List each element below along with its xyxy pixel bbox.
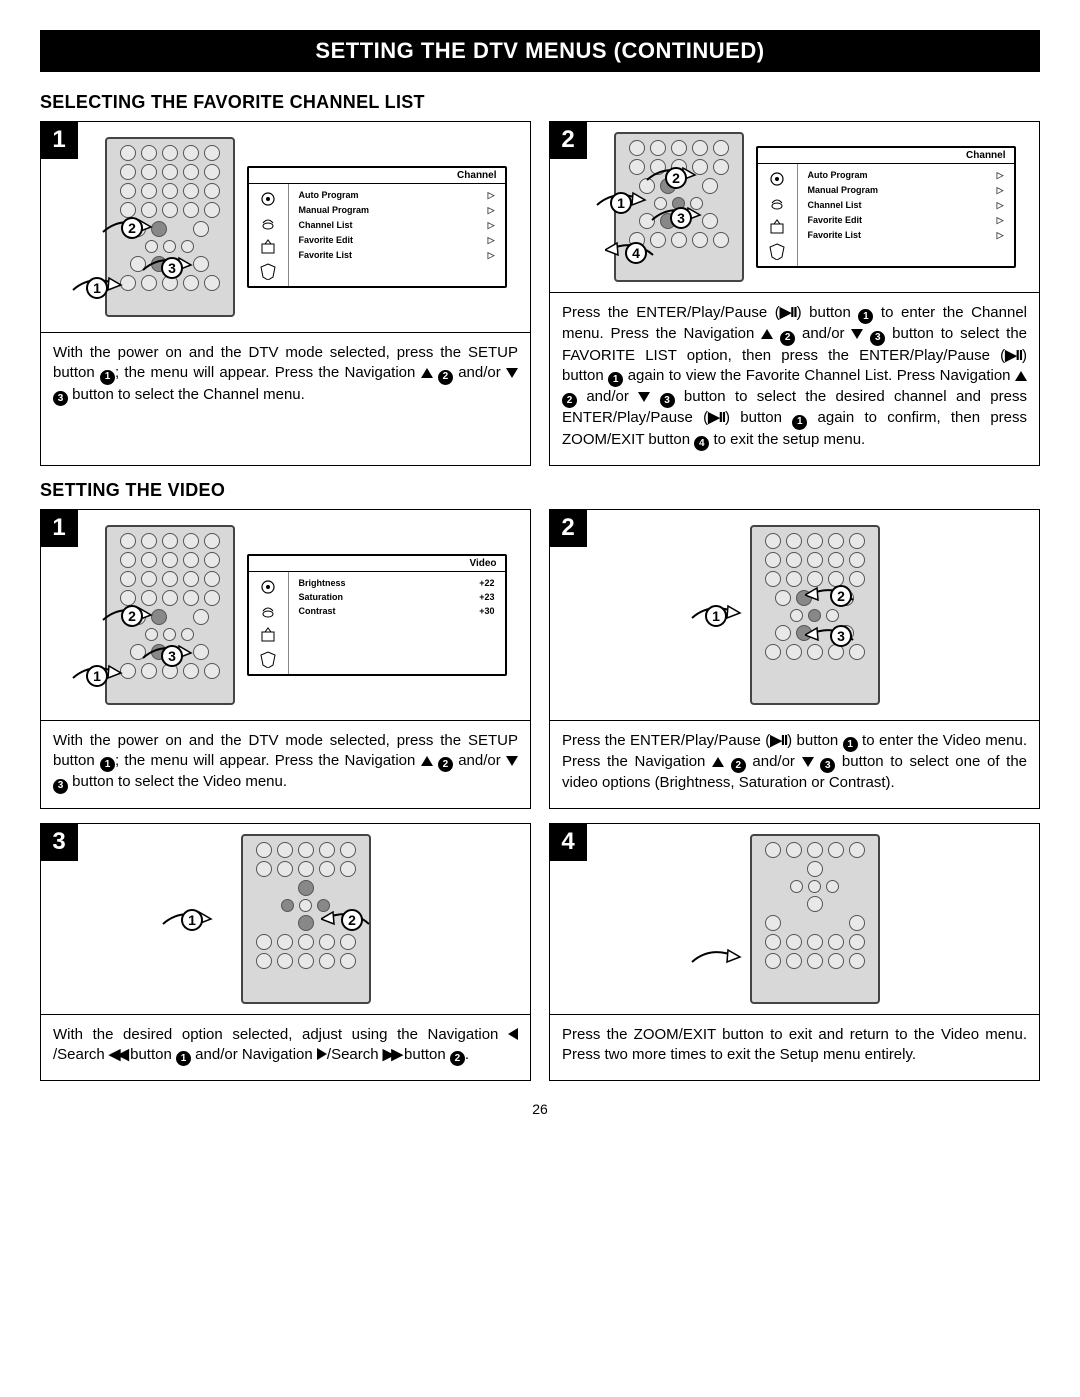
callout-2: 2: [121, 217, 143, 239]
video-step1-panel: 1 1 2 3 Video: [40, 509, 531, 809]
section-heading-favorite: SELECTING THE FAVORITE CHANNEL LIST: [40, 92, 1040, 113]
osd-item: Brightness+22: [289, 576, 505, 590]
osd-item: Auto Program▷: [798, 168, 1014, 183]
osd-item: Manual Program▷: [289, 203, 505, 218]
favorite-step1-panel: 1 1 2 3 Channel: [40, 121, 531, 466]
illustration: 1 2 3 Channel Auto Program▷ Manua: [41, 122, 530, 332]
callout-1: 1: [181, 909, 203, 931]
osd-channel-menu: Channel Auto Program▷ Manual Program▷ Ch…: [756, 146, 1016, 268]
osd-item: Channel List▷: [289, 218, 505, 233]
callout-3: 3: [670, 207, 692, 229]
osd-header: Channel: [758, 148, 1014, 164]
callout-3: 3: [161, 257, 183, 279]
step-text: With the power on and the DTV mode selec…: [41, 720, 530, 808]
osd-item: Manual Program▷: [798, 183, 1014, 198]
osd-item: Contrast+30: [289, 604, 505, 618]
osd-item: Channel List▷: [798, 198, 1014, 213]
callout-1: 1: [610, 192, 632, 214]
remote-diagram: [750, 834, 880, 1004]
page-number: 26: [40, 1101, 1040, 1117]
gear-icon: [767, 170, 787, 188]
video-row-2: 3 1 2 With the desired option selected, …: [40, 823, 1040, 1082]
osd-item: Favorite List▷: [289, 248, 505, 263]
shield-icon: [258, 650, 278, 668]
callout-4: 4: [625, 242, 647, 264]
callout-2: 2: [341, 909, 363, 931]
favorite-row: 1 1 2 3 Channel: [40, 121, 1040, 466]
gear-icon: [258, 578, 278, 596]
osd-item: Auto Program▷: [289, 188, 505, 203]
osd-video-menu: Video Brightness+22 Saturation+23 Contra…: [247, 554, 507, 676]
osd-item: Favorite List▷: [798, 228, 1014, 243]
video-row-1: 1 1 2 3 Video: [40, 509, 1040, 809]
osd-item: Favorite Edit▷: [289, 233, 505, 248]
illustration: 1 2 3 Video Brightness+22 Saturat: [41, 510, 530, 720]
illustration: 1 2 3: [550, 510, 1039, 720]
osd-header: Video: [249, 556, 505, 572]
callout-2: 2: [830, 585, 852, 607]
section-heading-video: SETTING THE VIDEO: [40, 480, 1040, 501]
osd-item: Favorite Edit▷: [798, 213, 1014, 228]
tv-icon: [258, 626, 278, 644]
callout-1: 1: [86, 277, 108, 299]
shield-icon: [767, 242, 787, 260]
video-step2-panel: 2 1 2 3 Press the ENTER/Play/Pause (▶II)…: [549, 509, 1040, 809]
osd-channel-menu: Channel Auto Program▷ Manual Program▷ Ch…: [247, 166, 507, 288]
illustration: [550, 824, 1039, 1014]
callout-2: 2: [665, 167, 687, 189]
remote-diagram: [750, 525, 880, 705]
illustration: 1 2: [41, 824, 530, 1014]
step-text: With the desired option selected, adjust…: [41, 1014, 530, 1081]
step-text: With the power on and the DTV mode selec…: [41, 332, 530, 420]
callout-3: 3: [830, 625, 852, 647]
page-title-bar: SETTING THE DTV MENUS (CONTINUED): [40, 30, 1040, 72]
satellite-icon: [258, 602, 278, 620]
gear-icon: [258, 190, 278, 208]
osd-header: Channel: [249, 168, 505, 184]
shield-icon: [258, 262, 278, 280]
video-step4-panel: 4 Press the ZOOM/EXIT button to exit and…: [549, 823, 1040, 1082]
tv-icon: [258, 238, 278, 256]
satellite-icon: [258, 214, 278, 232]
step-text: Press the ENTER/Play/Pause (▶II) button …: [550, 292, 1039, 465]
favorite-step2-panel: 2 1 2 3 4 Channel: [549, 121, 1040, 466]
callout-1: 1: [86, 665, 108, 687]
satellite-icon: [767, 194, 787, 212]
video-step3-panel: 3 1 2 With the desired option selected, …: [40, 823, 531, 1082]
tv-icon: [767, 218, 787, 236]
step-text: Press the ZOOM/EXIT button to exit and r…: [550, 1014, 1039, 1080]
step-text: Press the ENTER/Play/Pause (▶II) button …: [550, 720, 1039, 808]
illustration: 1 2 3 4 Channel Auto Program▷: [550, 122, 1039, 292]
callout-1: 1: [705, 605, 727, 627]
callout-2: 2: [121, 605, 143, 627]
callout-3: 3: [161, 645, 183, 667]
osd-item: Saturation+23: [289, 590, 505, 604]
